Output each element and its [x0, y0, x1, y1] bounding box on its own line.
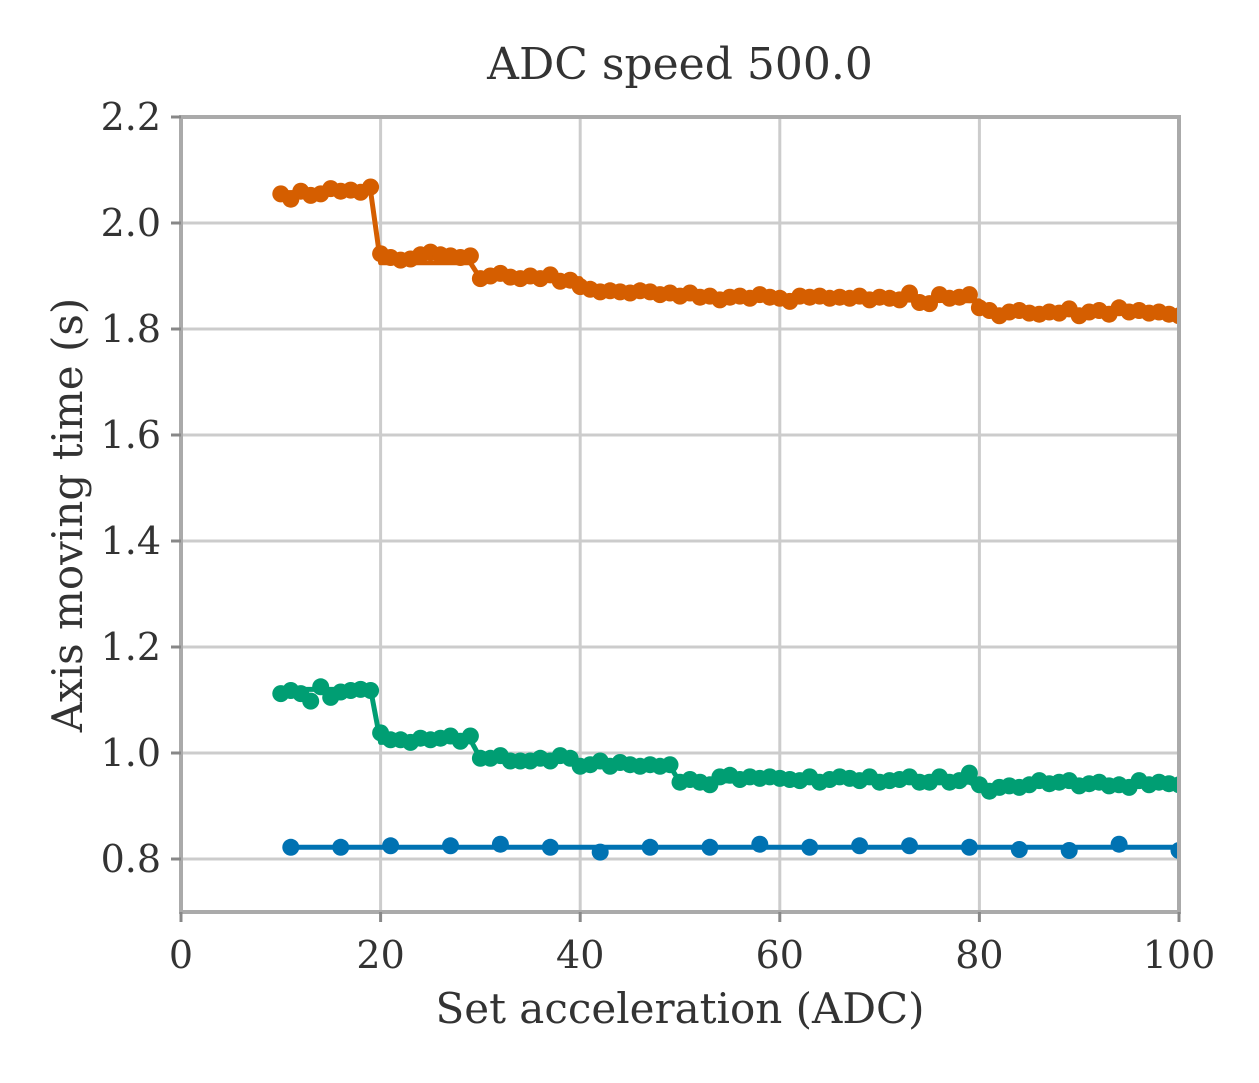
data-point: [332, 838, 350, 856]
y-tick-label: 2.0: [101, 201, 161, 245]
data-point: [1110, 835, 1128, 853]
series-group: [272, 178, 1179, 861]
y-axis-label: Axis moving time (s): [43, 298, 92, 734]
chart-title: ADC speed 500.0: [486, 39, 873, 90]
y-tick-label: 1.8: [101, 307, 161, 351]
data-point: [312, 678, 330, 696]
x-tick-label: 20: [356, 933, 404, 977]
y-tick-label: 2.2: [101, 95, 161, 139]
series-3: [272, 678, 1179, 800]
data-point: [960, 838, 978, 856]
x-tick-label: 60: [756, 933, 804, 977]
data-point: [1170, 842, 1179, 859]
series-1: [282, 835, 1179, 861]
data-point: [362, 682, 380, 699]
data-point: [960, 764, 978, 782]
x-tick-label: 40: [556, 933, 604, 977]
axis-ticks: 0 20 40 60 80 100 0.8 1.0 1.2 1.4 1.6 1.8 2.0 2.2: [101, 95, 1216, 977]
plot-frame: [179, 115, 1181, 914]
data-point: [1170, 307, 1179, 325]
data-point: [960, 286, 978, 304]
data-point: [362, 178, 380, 196]
data-point: [641, 838, 659, 856]
y-tick-label: 1.6: [101, 413, 161, 457]
x-tick-label: 0: [169, 933, 193, 977]
series-2: [272, 178, 1179, 325]
data-point: [1170, 776, 1179, 794]
data-point: [491, 835, 509, 853]
data-point: [851, 837, 869, 855]
data-point: [901, 837, 918, 855]
data-point: [1060, 842, 1078, 859]
data-point: [1010, 841, 1028, 858]
data-point: [591, 843, 609, 861]
data-point: [382, 837, 400, 855]
data-point: [751, 835, 769, 853]
y-tick-label: 1.4: [101, 519, 161, 563]
plot-area: [272, 178, 1179, 861]
x-axis-label: Set acceleration (ADC): [435, 984, 924, 1033]
x-tick-label: 80: [955, 933, 1003, 977]
data-point: [541, 838, 559, 856]
data-point: [661, 756, 679, 774]
data-point: [302, 692, 320, 710]
y-tick-label: 1.2: [101, 625, 161, 669]
y-tick-label: 0.8: [101, 837, 161, 881]
data-point: [701, 838, 719, 856]
data-point: [282, 838, 300, 856]
data-point: [461, 247, 479, 265]
data-point: [801, 838, 819, 856]
y-tick-label: 1.0: [101, 731, 161, 775]
x-tick-label: 100: [1143, 933, 1216, 977]
data-point: [461, 727, 479, 745]
data-point: [442, 837, 459, 855]
